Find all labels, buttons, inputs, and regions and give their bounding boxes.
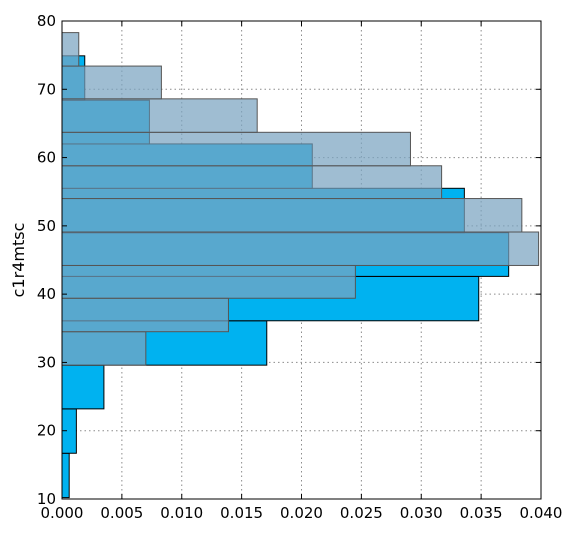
histogram-bar [62,453,69,497]
histogram-bar [62,99,257,132]
y-tick-label: 40 [37,285,56,303]
histogram-bar [62,132,410,165]
histogram-bar [62,332,146,365]
y-tick-label: 50 [37,217,56,235]
histogram-bar [62,199,522,232]
histogram-bar [62,365,104,409]
x-tick-label: 0.030 [400,504,443,522]
y-tick-label: 20 [37,422,56,440]
x-tick-label: 0.040 [520,504,563,522]
y-tick-label: 30 [37,353,56,371]
x-tick-label: 0.035 [460,504,503,522]
histogram-bar [62,265,355,298]
x-tick-label: 0.025 [340,504,383,522]
x-tick-label: 0.005 [100,504,143,522]
y-tick-label: 80 [37,12,56,30]
x-tick-label: 0.010 [160,504,203,522]
y-tick-label: 60 [37,149,56,167]
y-tick-label: 10 [37,490,56,508]
histogram-bar [62,232,539,265]
x-tick-label: 0.015 [220,504,263,522]
x-tick-label: 0.020 [280,504,323,522]
y-tick-label: 70 [37,80,56,98]
histogram-bar [62,66,161,99]
histogram-bar [62,166,442,199]
histogram-bar [62,33,79,66]
y-axis-label: c1r4mtsc [9,223,28,298]
histogram-bar [62,298,228,331]
